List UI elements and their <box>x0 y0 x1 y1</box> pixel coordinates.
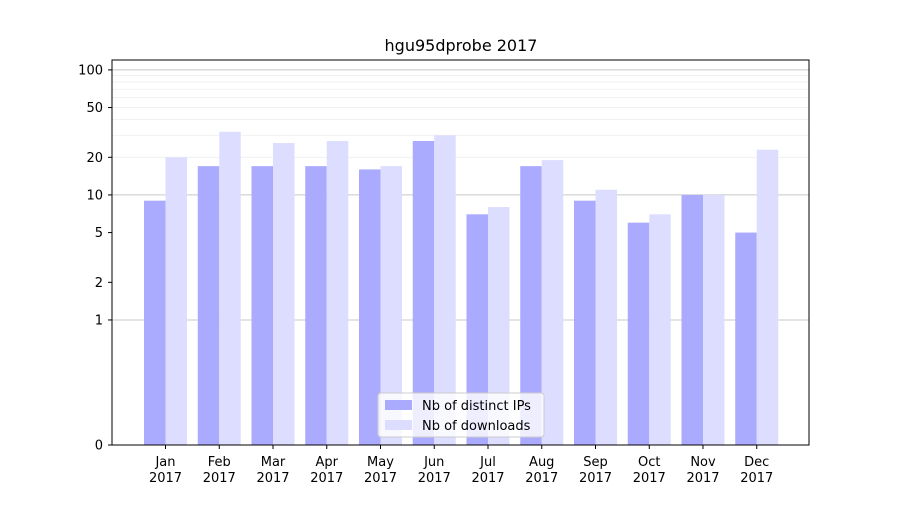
bar-distinct-ips <box>681 194 703 445</box>
x-tick-label-month: May <box>367 455 394 470</box>
legend-swatch <box>385 400 412 410</box>
bar-downloads <box>488 207 510 445</box>
x-tick-label-year: 2017 <box>310 471 343 486</box>
x-tick-label-month: Feb <box>208 455 231 470</box>
bar-distinct-ips <box>305 166 327 445</box>
x-tick-label-year: 2017 <box>633 471 666 486</box>
x-tick-label-year: 2017 <box>740 471 773 486</box>
bar-downloads <box>380 166 402 445</box>
bar-distinct-ips <box>574 200 596 445</box>
x-tick-label-month: Dec <box>744 455 769 470</box>
y-tick-label: 100 <box>78 63 103 78</box>
x-tick-label-month: Aug <box>529 455 554 470</box>
bar-downloads <box>703 194 725 445</box>
x-axis: Jan2017Feb2017Mar2017Apr2017May2017Jun20… <box>149 445 773 486</box>
bar-distinct-ips <box>144 200 166 445</box>
bar-distinct-ips <box>359 169 381 445</box>
y-tick-label: 20 <box>86 151 103 166</box>
y-tick-label: 2 <box>95 276 103 291</box>
legend-label: Nb of downloads <box>422 419 531 434</box>
legend-box <box>377 392 545 438</box>
bar-downloads <box>326 140 349 445</box>
bar-distinct-ips <box>412 140 435 445</box>
x-tick-label-year: 2017 <box>471 471 504 486</box>
x-tick-label-year: 2017 <box>256 471 289 486</box>
x-tick-label-month: Jan <box>154 455 175 470</box>
legend-swatch <box>385 420 412 430</box>
bar-downloads <box>756 149 779 446</box>
y-tick-label: 1 <box>95 313 103 328</box>
legend: Nb of distinct IPs Nb of downloads <box>377 392 545 438</box>
bar-distinct-ips <box>251 166 273 445</box>
y-tick-label: 0 <box>95 439 103 454</box>
x-tick-label-month: Apr <box>316 455 339 470</box>
bar-downloads <box>595 189 617 445</box>
bar-distinct-ips <box>466 214 488 445</box>
x-tick-label-year: 2017 <box>525 471 558 486</box>
x-tick-label-year: 2017 <box>686 471 719 486</box>
x-tick-label-month: Mar <box>261 455 286 470</box>
bar-downloads <box>273 143 295 445</box>
bar-distinct-ips <box>197 166 220 445</box>
y-tick-label: 50 <box>86 101 103 116</box>
x-tick-label-year: 2017 <box>149 471 182 486</box>
bar-distinct-ips <box>520 166 542 445</box>
bar-distinct-ips <box>627 222 650 445</box>
x-tick-label-month: Nov <box>690 455 716 470</box>
x-tick-label-month: Jun <box>423 455 444 470</box>
y-tick-label: 5 <box>95 226 103 241</box>
x-tick-label-month: Jul <box>479 455 496 470</box>
bar-downloads <box>219 131 241 445</box>
x-tick-label-month: Oct <box>638 455 660 470</box>
bar-downloads <box>434 135 456 445</box>
chart-title: hgu95dprobe 2017 <box>385 36 538 55</box>
y-tick-label: 10 <box>86 188 103 203</box>
bar-downloads <box>649 214 671 445</box>
x-tick-label-year: 2017 <box>418 471 451 486</box>
legend-label: Nb of distinct IPs <box>422 399 531 414</box>
x-tick-label-year: 2017 <box>579 471 612 486</box>
x-tick-label-month: Sep <box>583 455 608 470</box>
bar-downloads <box>165 157 187 445</box>
bars <box>144 131 779 446</box>
bar-distinct-ips <box>735 232 757 445</box>
y-axis: 0 1 2 5 10 20 50 100 <box>78 63 112 454</box>
bar-downloads <box>541 160 564 445</box>
plot-frame <box>111 59 810 446</box>
x-tick-label-year: 2017 <box>364 471 397 486</box>
x-tick-label-year: 2017 <box>203 471 236 486</box>
